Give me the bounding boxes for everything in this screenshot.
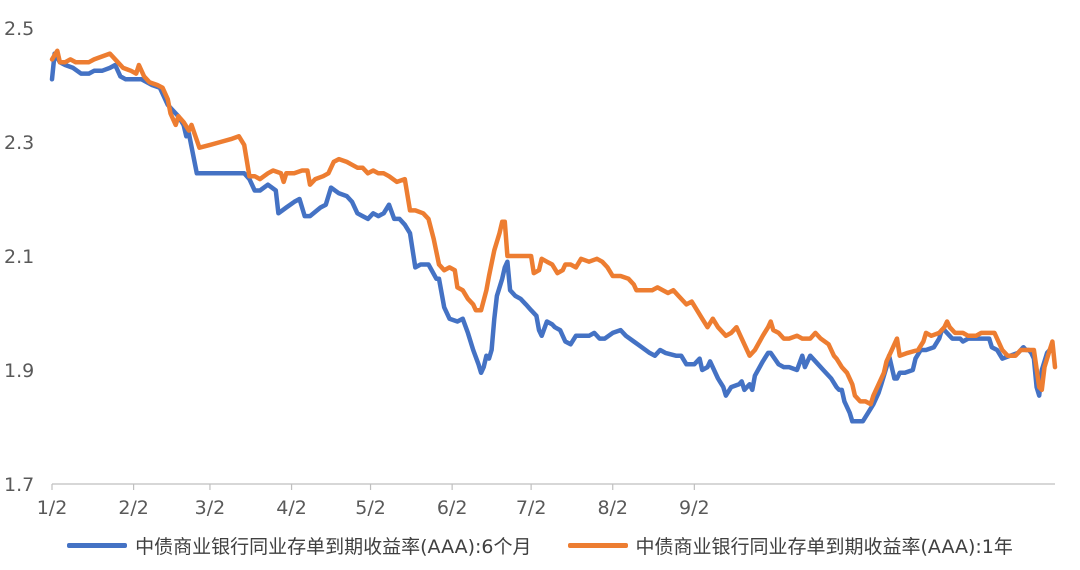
y-tick-label: 2.3 [4,132,34,154]
x-tick-label: 7/2 [516,497,547,519]
x-tick-label: 8/2 [597,497,628,519]
legend: 中债商业银行同业存单到期收益率(AAA):6个月 中债商业银行同业存单到期收益率(… [0,528,1080,562]
legend-swatch [67,542,128,548]
x-tick-label: 5/2 [355,497,386,519]
series-layer [49,48,1058,424]
x-axis: 1/2 2/2 3/2 4/2 5/2 6/2 7/2 8/2 9/2 [37,483,1055,519]
legend-label: 中债商业银行同业存单到期收益率(AAA):1年 [635,535,1013,558]
series-line-2 [49,48,1058,407]
series-line-1 [49,51,1052,424]
x-tick-label: 4/2 [276,497,307,519]
x-tick-label: 9/2 [679,497,710,519]
y-tick-label: 2.5 [4,18,34,40]
line-chart: 1.7 1.9 2.1 2.3 2.5 1/2 2/2 3/2 4/2 5/2 6/2 7/2 8/2… [4,18,1058,519]
y-axis: 1.7 1.9 2.1 2.3 2.5 [4,18,34,496]
legend-label: 中债商业银行同业存单到期收益率(AAA):6个月 [135,535,532,558]
x-tick-label: 3/2 [195,497,226,519]
x-tick-label: 6/2 [437,497,468,519]
y-tick-label: 1.7 [4,474,34,496]
legend-swatch [567,542,628,548]
legend-item-2: 中债商业银行同业存单到期收益率(AAA):1年 [567,532,1013,559]
x-tick-label: 1/2 [37,497,68,519]
x-tick-label: 2/2 [118,497,149,519]
legend-item-1: 中债商业银行同业存单到期收益率(AAA):6个月 [67,532,532,559]
y-tick-label: 2.1 [4,246,34,268]
y-tick-label: 1.9 [4,360,34,382]
